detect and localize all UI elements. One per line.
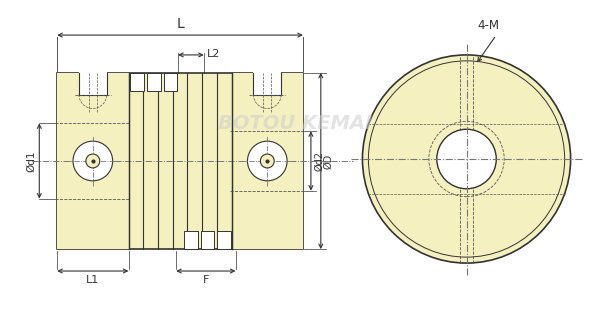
- Text: F: F: [203, 275, 209, 285]
- Circle shape: [260, 154, 274, 168]
- Bar: [79, 71, 107, 94]
- Circle shape: [86, 154, 100, 168]
- Text: L: L: [176, 17, 184, 31]
- Bar: [217, 232, 231, 249]
- Text: ØD: ØD: [324, 153, 334, 169]
- Circle shape: [362, 55, 571, 263]
- Bar: [200, 232, 214, 249]
- Bar: [57, 73, 303, 249]
- Circle shape: [73, 141, 113, 181]
- Circle shape: [437, 129, 496, 189]
- Text: BOTOU KEMAI: BOTOU KEMAI: [218, 114, 372, 133]
- Bar: [184, 232, 197, 249]
- Bar: [232, 73, 303, 249]
- Bar: [164, 73, 177, 91]
- Bar: [130, 73, 144, 91]
- Text: 4-M: 4-M: [478, 19, 499, 32]
- Circle shape: [368, 61, 565, 257]
- Circle shape: [247, 141, 287, 181]
- Text: L2: L2: [207, 49, 220, 59]
- Bar: [147, 73, 161, 91]
- Text: L1: L1: [86, 275, 100, 285]
- Text: Ød2: Ød2: [314, 151, 324, 171]
- Bar: [57, 73, 128, 249]
- Bar: [253, 71, 281, 94]
- Text: Ød1: Ød1: [26, 150, 37, 172]
